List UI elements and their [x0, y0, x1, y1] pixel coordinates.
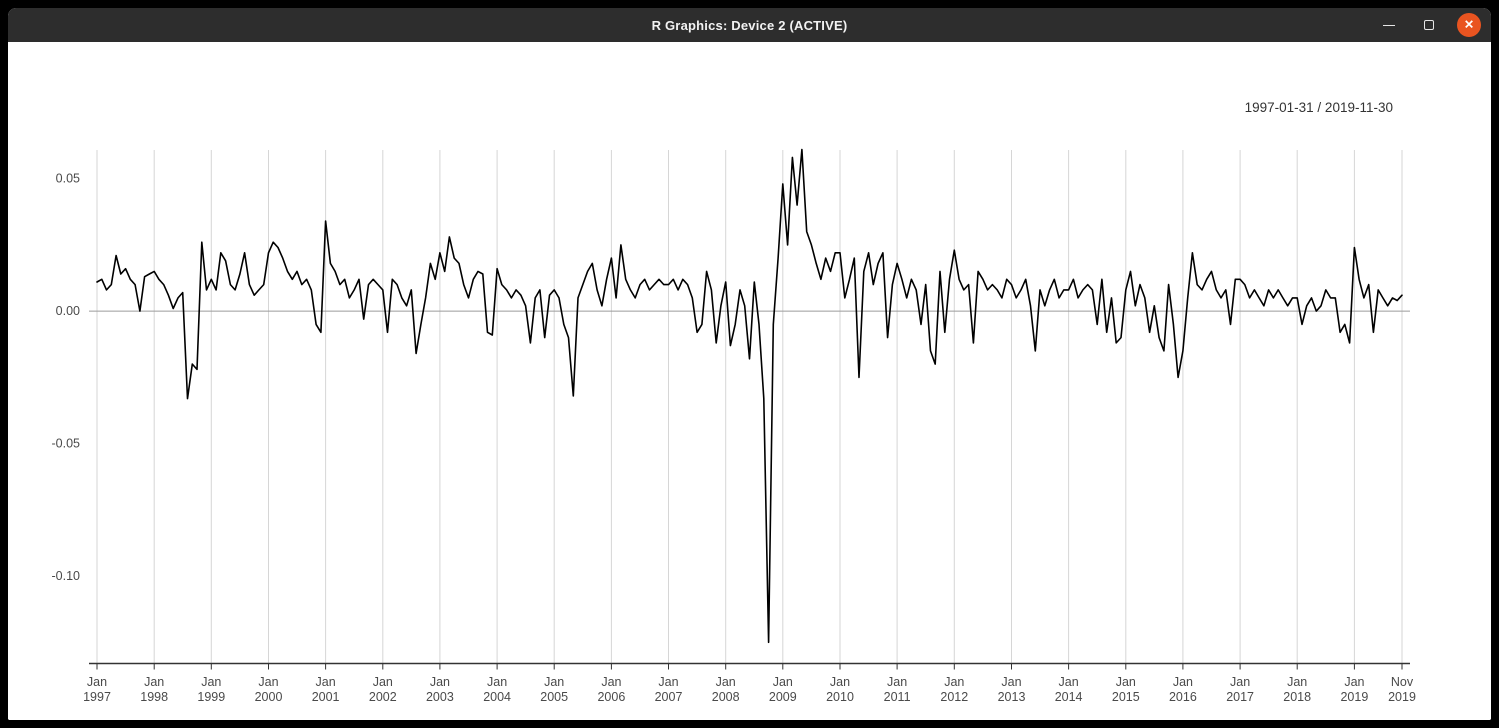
x-tick-year: 2013 — [998, 690, 1026, 704]
x-tick-year: 2009 — [769, 690, 797, 704]
x-tick-month: Jan — [258, 675, 278, 689]
x-tick-month: Jan — [830, 675, 850, 689]
x-tick-month: Jan — [658, 675, 678, 689]
x-tick-month: Jan — [1059, 675, 1079, 689]
minimize-button[interactable] — [1377, 13, 1401, 37]
maximize-button[interactable] — [1417, 13, 1441, 37]
x-tick-month: Jan — [487, 675, 507, 689]
close-icon: ✕ — [1463, 17, 1475, 32]
r-graphics-window: R Graphics: Device 2 (ACTIVE) ✕ 0.05 0.00… — [8, 8, 1491, 720]
x-tick-month: Jan — [1173, 675, 1193, 689]
window-controls: ✕ — [1377, 8, 1481, 42]
x-tick-month: Jan — [773, 675, 793, 689]
x-tick-month: Jan — [1116, 675, 1136, 689]
x-tick-year: 2007 — [655, 690, 683, 704]
x-tick-year: 2019 — [1340, 690, 1368, 704]
x-tick-year: 2012 — [940, 690, 968, 704]
maximize-icon — [1424, 20, 1434, 30]
x-tick-year: 2016 — [1169, 690, 1197, 704]
x-tick-year: 2017 — [1226, 690, 1254, 704]
date-range-label: 1997-01-31 / 2019-11-30 — [1245, 100, 1393, 115]
x-tick-year: 2011 — [884, 690, 911, 704]
series-line — [96, 148, 1403, 644]
y-axis-labels: 0.05 0.00 -0.05 -0.10 — [52, 172, 81, 583]
x-tick-year: 2001 — [312, 690, 340, 704]
y-tick-label: 0.05 — [56, 172, 80, 186]
x-tick-year: 2008 — [712, 690, 740, 704]
x-tick-year: 2014 — [1055, 690, 1083, 704]
x-tick-year: 2005 — [540, 690, 568, 704]
close-button[interactable]: ✕ — [1457, 13, 1481, 37]
x-tick-month: Jan — [87, 675, 107, 689]
plot-canvas: 0.05 0.00 -0.05 -0.10 Jan 1997 Jan 1998 Jan 1999… — [8, 42, 1491, 720]
x-tick-year: 1997 — [83, 690, 111, 704]
series-path — [96, 148, 1403, 644]
x-tick-year: 2004 — [483, 690, 511, 704]
x-tick-month: Jan — [144, 675, 164, 689]
y-tick-label: 0.00 — [56, 304, 80, 318]
x-tick-month: Jan — [373, 675, 393, 689]
x-tick-month: Jan — [1001, 675, 1021, 689]
x-tick-month: Jan — [544, 675, 564, 689]
titlebar[interactable]: R Graphics: Device 2 (ACTIVE) ✕ — [8, 8, 1491, 42]
x-tick-month: Jan — [201, 675, 221, 689]
x-tick-month: Jan — [1344, 675, 1364, 689]
x-tick-year: 2000 — [255, 690, 283, 704]
x-tick-month: Jan — [601, 675, 621, 689]
x-tick-year: 1998 — [140, 690, 168, 704]
x-tick-year: 2002 — [369, 690, 397, 704]
x-tick-year: 2019 — [1388, 690, 1416, 704]
x-tick-year: 1999 — [197, 690, 225, 704]
x-tick-year: 2006 — [597, 690, 625, 704]
x-tick-month: Jan — [887, 675, 907, 689]
y-tick-label: -0.10 — [52, 569, 81, 583]
window-title: R Graphics: Device 2 (ACTIVE) — [651, 17, 848, 33]
minimize-icon — [1383, 24, 1395, 26]
x-tick-month: Nov — [1391, 675, 1414, 689]
y-tick-label: -0.05 — [52, 437, 81, 451]
x-tick-year: 2015 — [1112, 690, 1140, 704]
x-tick-month: Jan — [316, 675, 336, 689]
x-tick-month: Jan — [1230, 675, 1250, 689]
x-tick-year: 2003 — [426, 690, 454, 704]
x-tick-month: Jan — [1287, 675, 1307, 689]
x-tick-month: Jan — [430, 675, 450, 689]
x-tick-year: 2018 — [1283, 690, 1311, 704]
time-series-chart: 0.050.00-0.05-0.10 Jan1997Jan1998Jan1999… — [52, 100, 1416, 704]
x-axis: Jan1997Jan1998Jan1999Jan2000Jan2001Jan20… — [83, 662, 1416, 704]
x-tick-month: Jan — [944, 675, 964, 689]
vertical-gridlines — [96, 150, 1403, 663]
x-tick-month: Jan — [716, 675, 736, 689]
x-tick-year: 2010 — [826, 690, 854, 704]
